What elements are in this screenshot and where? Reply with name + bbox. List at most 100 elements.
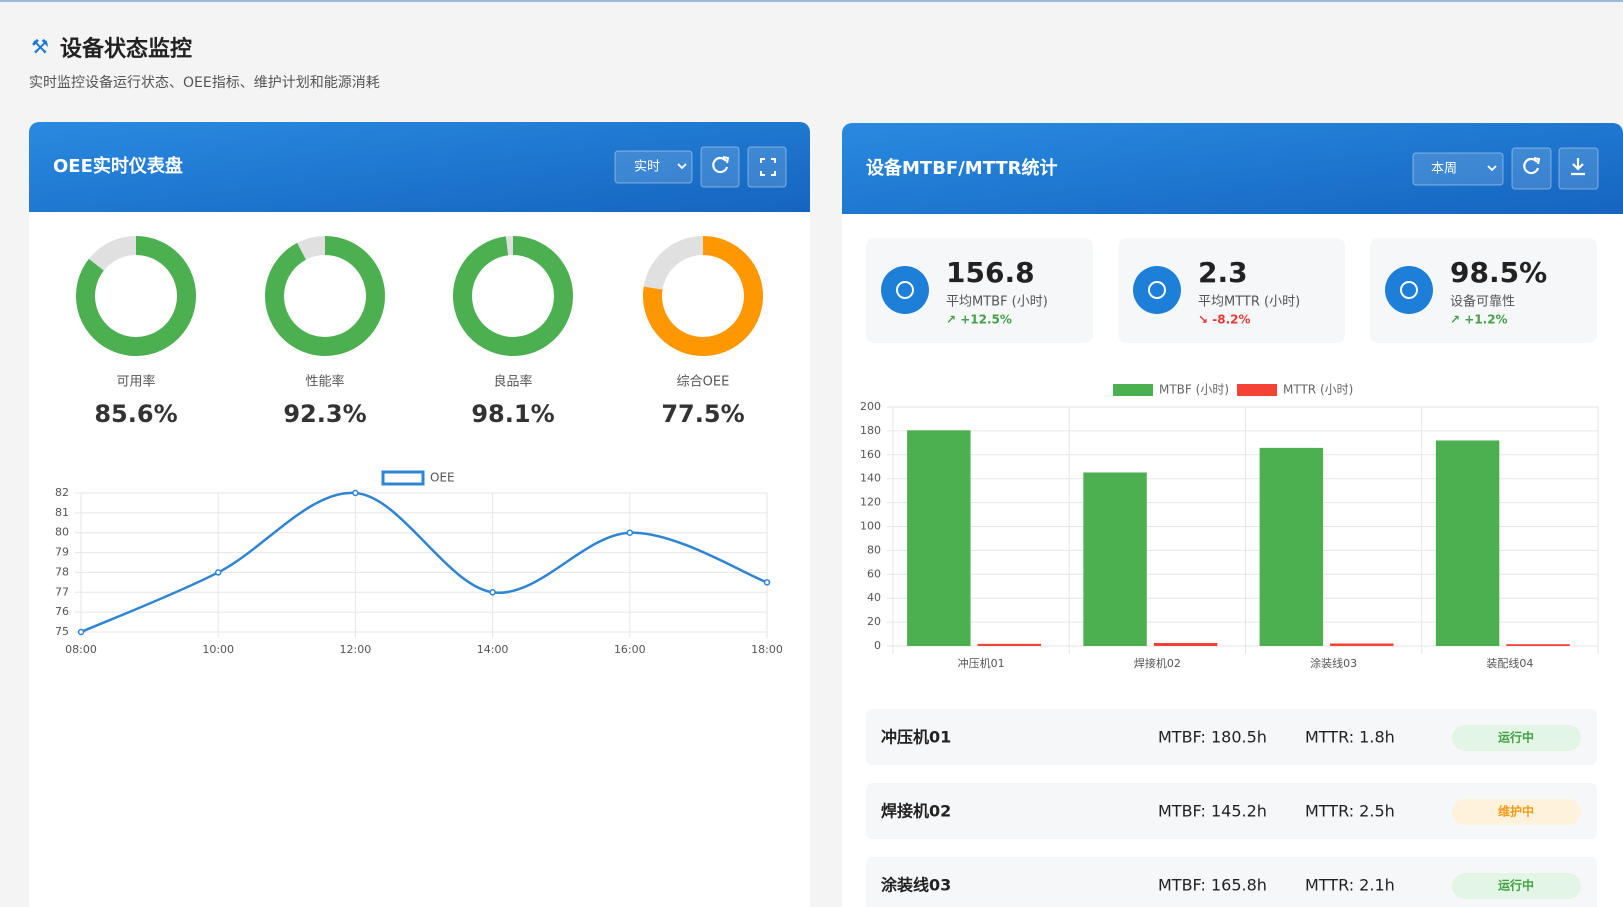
row-mtbf: MTBF: 145.2h <box>1158 802 1267 821</box>
gauge-arc <box>265 236 385 356</box>
gauge-value: 85.6% <box>94 400 177 428</box>
x-tick-label: 16:00 <box>614 643 646 656</box>
row-mttr: MTTR: 2.1h <box>1305 876 1395 895</box>
bar <box>1153 643 1218 646</box>
y-tick-label: 0 <box>874 639 881 652</box>
legend-label: MTBF (小时) <box>1159 383 1229 397</box>
point <box>626 529 634 536</box>
select-value: 本周 <box>1431 162 1457 177</box>
row-name: 冲压机01 <box>881 728 951 747</box>
stat-change: ↗ +12.5% <box>946 313 1012 327</box>
download-icon <box>1571 158 1585 176</box>
point <box>77 628 85 636</box>
x-tick-label: 焊接机02 <box>1134 656 1181 670</box>
row-bg <box>866 857 1597 907</box>
stat-icon-glyph <box>1400 281 1418 299</box>
stat-icon <box>881 266 929 314</box>
row-mtbf: MTBF: 180.5h <box>1158 728 1267 747</box>
row-mttr: MTTR: 1.8h <box>1305 728 1395 747</box>
header-icon: ⚒ <box>31 35 49 59</box>
x-tick-label: 12:00 <box>340 643 372 656</box>
row-mtbf: MTBF: 165.8h <box>1158 876 1267 895</box>
panel-title: 设备MTBF/MTTR统计 <box>866 157 1058 179</box>
y-tick-label: 75 <box>55 625 69 638</box>
legend-label: OEE <box>430 471 455 485</box>
row-bg <box>866 783 1597 839</box>
status-text: 维护中 <box>1498 804 1534 819</box>
stat-icon-glyph <box>896 281 914 299</box>
bar <box>1330 643 1394 646</box>
row-name: 焊接机02 <box>881 802 951 821</box>
x-tick-label: 18:00 <box>751 643 783 656</box>
y-tick-label: 76 <box>55 605 69 618</box>
bar <box>1435 440 1500 646</box>
legend-swatch <box>1237 384 1277 396</box>
stat-change: ↗ +1.2% <box>1450 313 1508 327</box>
y-tick-label: 140 <box>860 472 881 485</box>
refresh-icon-tip <box>1533 157 1541 165</box>
stat-icon <box>1385 266 1433 314</box>
x-tick-label: 08:00 <box>65 643 97 656</box>
stat-icon <box>1133 266 1181 314</box>
gauge-value: 98.1% <box>471 400 554 428</box>
status-pill <box>1452 799 1581 825</box>
y-tick-label: 20 <box>867 615 881 628</box>
gauge-arc <box>643 236 763 356</box>
y-tick-label: 78 <box>55 565 69 578</box>
refresh-button[interactable] <box>700 146 740 188</box>
stat-value: 98.5% <box>1450 256 1547 289</box>
stat-label: 平均MTBF (小时) <box>946 295 1048 310</box>
row-bg <box>866 709 1597 765</box>
panel-title: OEE实时仪表盘 <box>53 155 183 177</box>
y-tick-label: 100 <box>860 520 881 533</box>
y-tick-label: 120 <box>860 496 881 509</box>
stat-icon-glyph <box>1148 281 1166 299</box>
select-arrow <box>677 163 687 170</box>
legend-swatch <box>1113 384 1153 396</box>
gauge-label: 可用率 <box>116 374 155 390</box>
y-tick-label: 80 <box>55 526 69 539</box>
bar <box>1083 472 1147 646</box>
y-tick-label: 77 <box>55 585 69 598</box>
content: 可用率 85.6% 性能率 92.3% 良品率 98.1% 综合OEE 77.5% 75 76 77… <box>55 236 1599 907</box>
gauge-value: 92.3% <box>283 400 366 428</box>
select-value: 实时 <box>634 160 660 175</box>
refresh-icon <box>1523 157 1540 175</box>
fullscreen-button[interactable] <box>747 146 787 188</box>
gauge-arc <box>453 236 573 356</box>
select[interactable] <box>1412 152 1504 186</box>
stat-label: 设备可靠性 <box>1450 294 1515 310</box>
refresh-icon-tip <box>722 156 730 164</box>
y-tick-label: 60 <box>867 567 881 580</box>
point <box>352 489 359 497</box>
bar <box>1259 447 1324 646</box>
stat-card <box>866 238 1093 343</box>
select[interactable] <box>614 150 693 184</box>
gauge-arc <box>76 236 196 356</box>
status-pill <box>1452 725 1581 751</box>
gauge-label: 良品率 <box>493 374 532 390</box>
stat-card <box>1370 238 1597 343</box>
line <box>80 491 768 634</box>
refresh-button[interactable] <box>1511 147 1552 190</box>
status-pill <box>1452 873 1581 899</box>
select-arrow <box>1487 165 1497 172</box>
y-tick-label: 160 <box>860 448 881 461</box>
page-subtitle: 实时监控设备运行状态、OEE指标、维护计划和能源消耗 <box>29 74 380 91</box>
gauge-value: 77.5% <box>661 400 744 428</box>
top-line <box>0 0 1623 2</box>
x-tick-label: 10:00 <box>202 643 234 656</box>
refresh-icon <box>712 156 729 174</box>
gauge-label: 综合OEE <box>677 375 730 390</box>
x-tick-label: 装配线04 <box>1486 656 1533 670</box>
bar <box>977 643 1042 646</box>
status-text: 运行中 <box>1498 730 1534 745</box>
stat-change: ↘ -8.2% <box>1198 313 1251 327</box>
status-text: 运行中 <box>1498 878 1534 893</box>
stat-label: 平均MTTR (小时) <box>1198 295 1300 310</box>
fullscreen-icon <box>760 158 776 176</box>
point <box>489 589 496 596</box>
row-name: 涂装线03 <box>881 876 951 895</box>
